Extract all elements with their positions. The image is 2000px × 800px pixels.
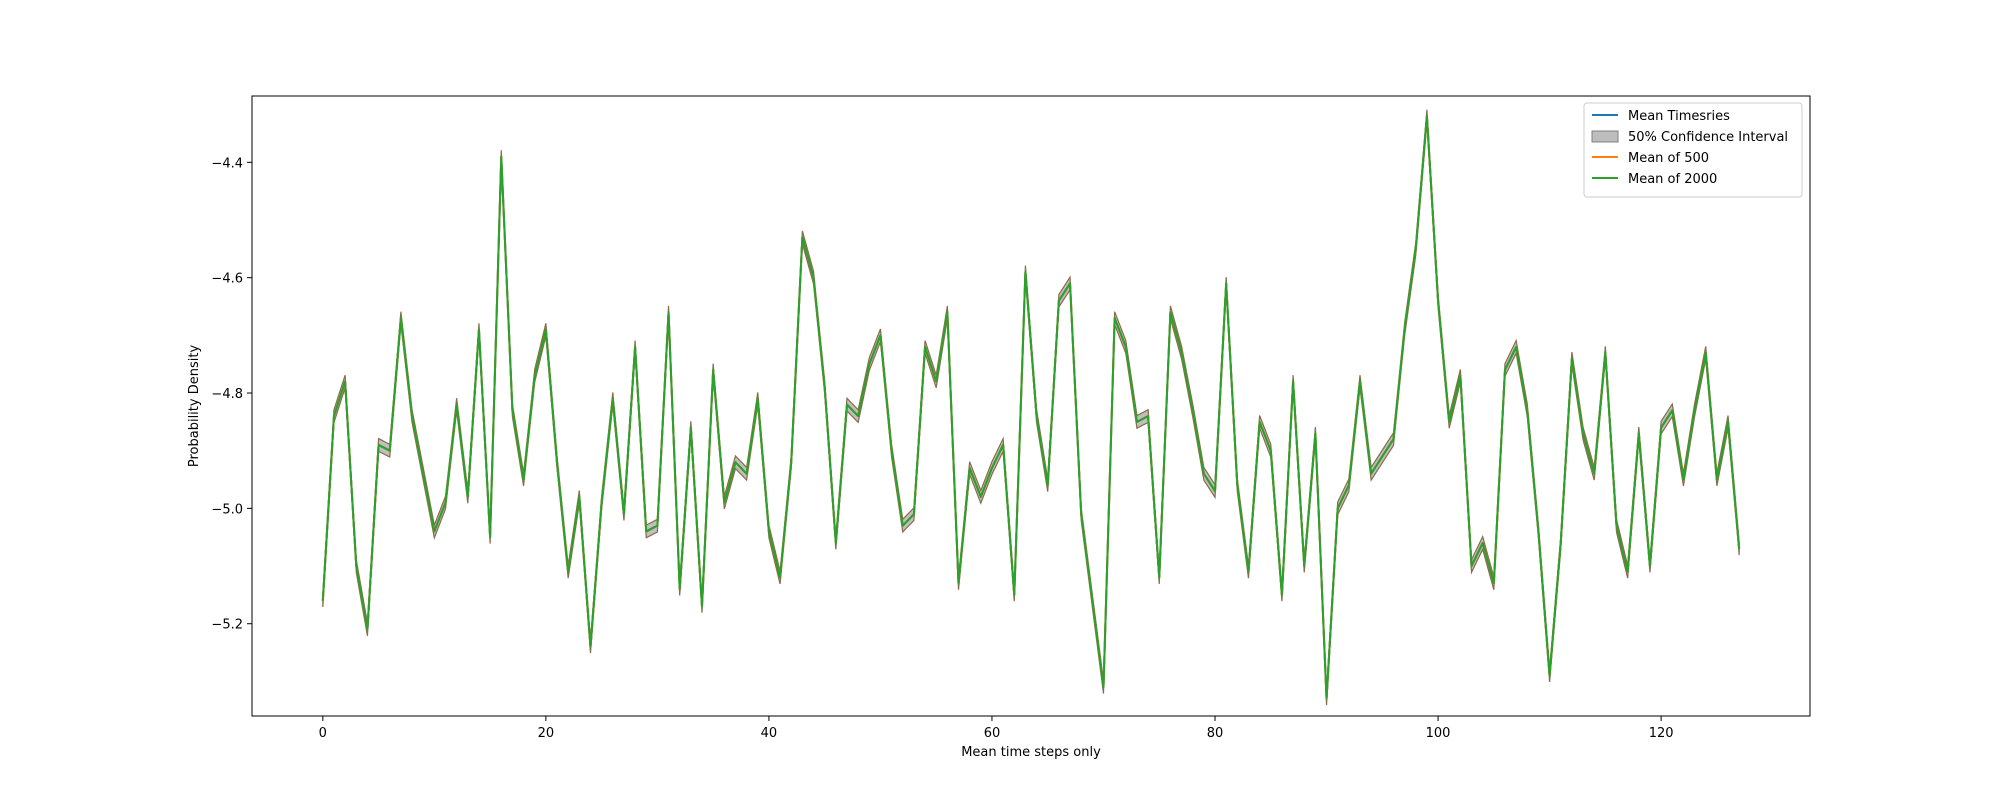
x-axis: 0 20 40 60 80 100 120 <box>319 716 1674 741</box>
y-tick-label: −5.2 <box>211 618 243 633</box>
y-tick-label: −5.0 <box>211 502 243 517</box>
legend-label-mean-timesries: Mean Timesries <box>1628 109 1730 124</box>
y-tick-label: −4.6 <box>211 272 243 287</box>
x-tick-label: 100 <box>1426 726 1451 741</box>
legend-swatch-50-confidence-interval <box>1591 130 1619 143</box>
y-tick-label: −4.8 <box>211 387 243 402</box>
legend-box <box>1583 102 1803 198</box>
x-tick-label: 40 <box>761 726 778 741</box>
y-axis-label: Probability Density <box>187 345 202 468</box>
axes-frame <box>251 95 1811 717</box>
x-tick-label: 80 <box>1207 726 1224 741</box>
legend-label-50-confidence-interval: 50% Confidence Interval <box>1628 130 1788 145</box>
legend: Mean Timesries 50% Confidence Interval Mea… <box>1583 102 1803 198</box>
x-axis-label: Mean time steps only <box>961 745 1101 760</box>
x-tick-label: 60 <box>984 726 1001 741</box>
legend-label-mean-of-500: Mean of 500 <box>1628 151 1709 166</box>
y-tick-label: −4.4 <box>211 156 243 171</box>
x-tick-label: 0 <box>319 726 327 741</box>
series-line-mean-of-2000 <box>321 115 1741 700</box>
legend-label-mean-of-2000: Mean of 2000 <box>1628 172 1717 187</box>
x-tick-label: 20 <box>538 726 555 741</box>
plot-area <box>321 109 1741 706</box>
y-axis: −5.2 −5.0 −4.8 −4.6 −4.4 <box>211 156 252 633</box>
x-tick-label: 120 <box>1649 726 1674 741</box>
